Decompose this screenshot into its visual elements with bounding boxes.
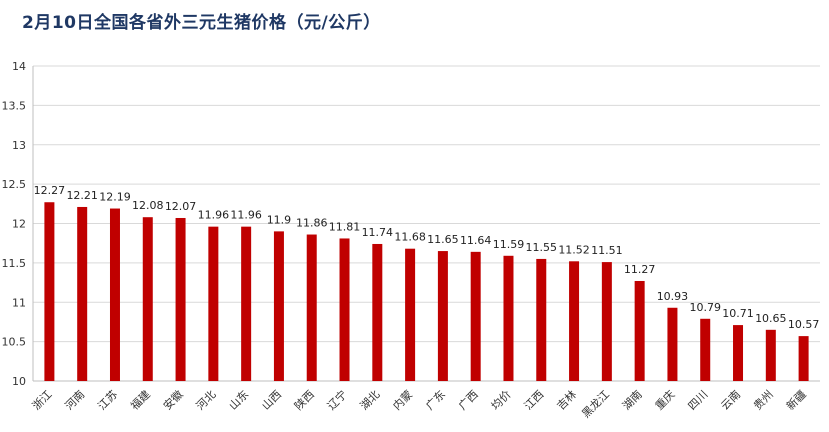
data-label: 10.79 xyxy=(689,301,721,314)
data-label: 11.9 xyxy=(267,213,292,226)
bar xyxy=(437,251,448,381)
data-label: 11.81 xyxy=(329,220,361,233)
bar xyxy=(536,258,547,381)
bar xyxy=(306,234,317,381)
x-tick-label: 湖南 xyxy=(620,388,645,413)
bar xyxy=(175,217,186,381)
data-label: 12.07 xyxy=(165,200,197,213)
bar xyxy=(569,261,580,381)
bar xyxy=(470,251,481,381)
y-tick-label: 13 xyxy=(12,139,26,152)
x-tick-label: 广东 xyxy=(423,388,448,413)
x-tick-label: 辽宁 xyxy=(324,387,349,412)
bar xyxy=(273,231,284,381)
data-label: 11.65 xyxy=(427,233,459,246)
data-label: 11.55 xyxy=(526,241,558,254)
bar xyxy=(339,238,350,381)
data-label: 11.27 xyxy=(624,263,656,276)
bar xyxy=(601,262,612,381)
data-label: 11.86 xyxy=(296,217,328,230)
data-label: 11.51 xyxy=(591,244,623,257)
bar xyxy=(733,325,744,381)
data-label: 11.68 xyxy=(394,231,426,244)
bar xyxy=(372,243,383,381)
bar xyxy=(634,280,645,381)
x-tick-label: 河南 xyxy=(63,388,88,413)
x-tick-label: 山东 xyxy=(227,388,252,413)
x-tick-label: 陕西 xyxy=(291,387,316,412)
bar xyxy=(765,329,776,381)
bar xyxy=(405,248,416,381)
data-label: 11.96 xyxy=(198,209,230,222)
bar xyxy=(700,318,711,381)
x-tick-label: 黑龙江 xyxy=(579,388,612,421)
y-tick-label: 14 xyxy=(12,60,26,73)
x-tick-label: 山西 xyxy=(259,388,284,413)
x-tick-label: 均价 xyxy=(489,388,514,413)
data-label: 11.96 xyxy=(230,209,262,222)
y-tick-label: 11 xyxy=(12,296,26,309)
x-tick-label: 新疆 xyxy=(783,387,808,412)
x-tick-label: 江西 xyxy=(522,388,547,413)
x-tick-label: 江苏 xyxy=(95,388,120,413)
x-tick-label: 云南 xyxy=(718,388,743,413)
y-tick-label: 11.5 xyxy=(2,257,27,270)
x-tick-label: 浙江 xyxy=(30,388,55,413)
data-label: 11.52 xyxy=(558,243,590,256)
data-label: 12.08 xyxy=(132,199,164,212)
data-label: 12.27 xyxy=(34,184,66,197)
bar xyxy=(44,202,55,381)
x-tick-label: 湖北 xyxy=(358,388,383,413)
data-label: 11.74 xyxy=(362,226,394,239)
bar xyxy=(241,226,252,381)
data-label: 10.65 xyxy=(755,312,787,325)
x-tick-label: 吉林 xyxy=(554,387,579,412)
bar xyxy=(109,208,120,381)
x-tick-label: 四川 xyxy=(686,388,711,413)
x-tick-label: 内蒙 xyxy=(390,387,415,412)
data-label: 11.64 xyxy=(460,234,492,247)
bar xyxy=(77,206,88,381)
x-tick-label: 福建 xyxy=(127,387,152,412)
y-tick-label: 12 xyxy=(12,218,26,231)
y-tick-label: 12.5 xyxy=(2,178,27,191)
x-tick-label: 重庆 xyxy=(652,387,677,412)
bar xyxy=(208,226,219,381)
data-label: 10.71 xyxy=(722,307,754,320)
y-tick-label: 10 xyxy=(12,375,26,388)
y-tick-label: 10.5 xyxy=(2,336,27,349)
chart-title: 2月10日全国各省外三元生猪价格（元/公斤） xyxy=(22,13,381,33)
x-tick-label: 贵州 xyxy=(751,388,776,413)
data-label: 12.21 xyxy=(66,189,98,202)
x-tick-label: 河北 xyxy=(194,388,219,413)
bar xyxy=(798,336,809,381)
data-label: 11.59 xyxy=(493,238,525,251)
y-tick-label: 13.5 xyxy=(2,99,27,112)
x-tick-label: 安徽 xyxy=(160,387,185,412)
data-label: 10.57 xyxy=(788,318,820,331)
data-label: 10.93 xyxy=(657,290,689,303)
bar xyxy=(142,217,153,381)
data-label: 12.19 xyxy=(99,191,131,204)
bar xyxy=(667,307,678,381)
bar xyxy=(503,255,514,381)
x-tick-label: 广西 xyxy=(456,388,481,413)
